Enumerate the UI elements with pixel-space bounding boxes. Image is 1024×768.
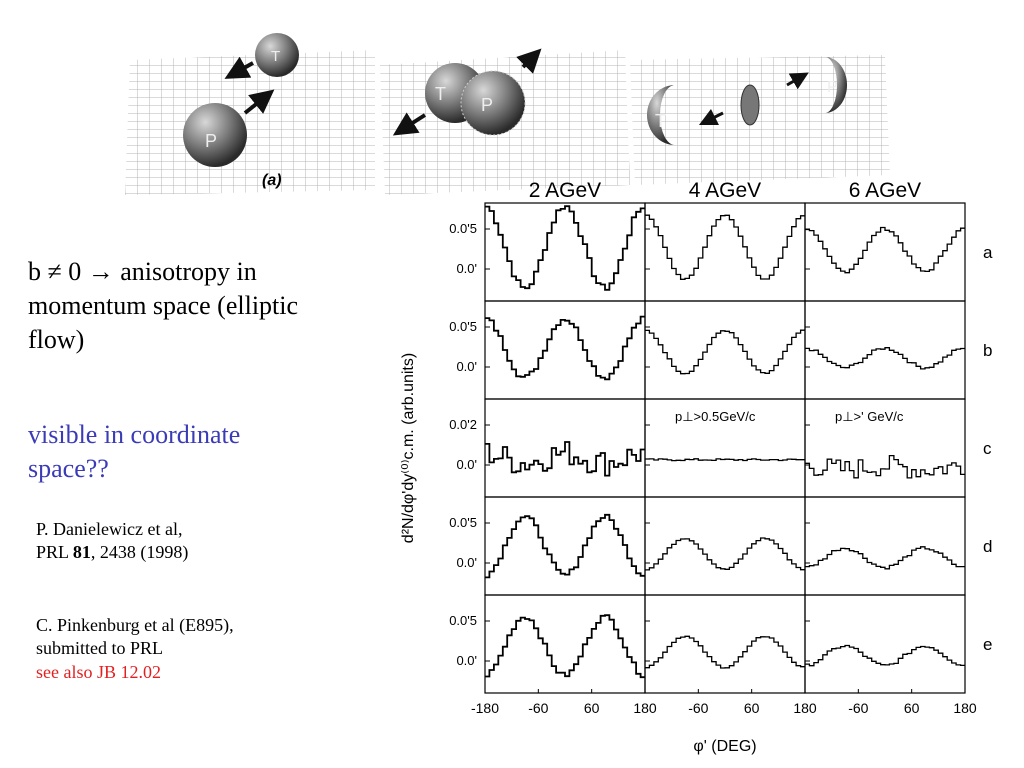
projectile-label: P (481, 95, 493, 115)
y-axis-label: d²N/dφ'dy⁽⁰⁾c.m. (arb.units) (400, 353, 417, 543)
participant-zone (740, 84, 760, 126)
projectile-label: P (827, 79, 838, 96)
volume-number: 81 (72, 542, 91, 563)
column-header: 2 AGeV (529, 179, 601, 202)
target-label: T (271, 48, 280, 65)
histogram-series (485, 441, 645, 477)
row-label: a (983, 243, 993, 262)
row-label: c (983, 439, 992, 458)
target-fragment (647, 85, 675, 145)
histogram-series (805, 226, 965, 274)
grid-plane-1 (125, 50, 375, 195)
statement-line: momentum space (elliptic (28, 290, 299, 320)
x-tick-label: -60 (848, 700, 868, 716)
reference-danielewicz: P. Danielewicz et al, PRL 81, 2438 (1998… (36, 518, 188, 565)
arrow-icon (786, 72, 809, 90)
statement-line: b ≠ 0 → anisotropy in (28, 257, 257, 286)
panel-frame (644, 202, 806, 302)
target-sphere (255, 33, 299, 77)
y-tick-label: 0.0'5 (449, 515, 477, 530)
x-tick-label: 180 (633, 700, 657, 716)
panel-frame (484, 594, 646, 694)
target-label: T (435, 84, 446, 104)
column-header: 6 AGeV (849, 179, 921, 202)
question-line: space?? (28, 453, 109, 483)
panel-frame (804, 300, 966, 400)
panel-frame (804, 496, 966, 596)
target-label: T (655, 111, 666, 131)
panel-annotation: p⊥>' GeV/c (835, 409, 904, 424)
question-text: visible in coordinate space?? (28, 418, 358, 486)
x-tick-label: 60 (584, 700, 600, 716)
y-tick-label: 0.0'5 (449, 221, 477, 236)
reference-line: P. Danielewicz et al, (36, 519, 183, 539)
question-line: visible in coordinate (28, 420, 241, 449)
histogram-series (645, 635, 805, 669)
panel-frame (644, 496, 806, 596)
page-year: , 2438 (1998) (90, 542, 189, 563)
panel-frame (484, 300, 646, 400)
x-tick-label: 60 (744, 700, 760, 716)
x-tick-label: 60 (904, 700, 920, 716)
y-tick-label: 0.0'5 (449, 319, 477, 334)
histogram-series (645, 458, 805, 462)
illustration-caption: (a) (262, 172, 282, 189)
projectile-label: P (205, 131, 217, 151)
statement-line: flow) (28, 324, 85, 354)
arrow-icon (392, 112, 427, 136)
arrow-icon (516, 48, 542, 74)
panel-frame (484, 496, 646, 596)
histogram-series (805, 454, 965, 479)
projectile-sphere (460, 70, 526, 136)
panel-frame (644, 300, 806, 400)
histogram-series (485, 315, 645, 381)
panel-frame (484, 202, 646, 302)
reference-line: PRL 81, 2438 (1998) (36, 541, 188, 564)
flow-chart: 2 AGeV 4 AGeV 6 AGeV a 0.0'5 0.0' b 0.0'5 0.0' c 0… (400, 179, 993, 755)
y-tick-label: 0.0'2 (449, 417, 477, 432)
x-tick-label: 180 (953, 700, 977, 716)
x-tick-label: -60 (528, 700, 548, 716)
x-tick-label: -60 (688, 700, 708, 716)
arrow-icon (243, 89, 275, 115)
arrow-icon (698, 108, 724, 126)
x-tick-label: 180 (793, 700, 817, 716)
projectile-sphere (183, 103, 247, 167)
see-also-note: see also JB 12.02 (36, 661, 161, 682)
histogram-series (645, 329, 805, 375)
reference-line: submitted to PRL (36, 638, 164, 659)
reference-line: C. Pinkenburg et al (E895), (36, 615, 234, 635)
histogram-series (485, 513, 645, 579)
statement-text: b ≠ 0 → anisotropy in momentum space (el… (28, 255, 398, 356)
y-tick-label: 0.0' (456, 261, 477, 276)
arrow-icon (224, 56, 254, 79)
y-tick-label: 0.0' (456, 653, 477, 668)
x-axis-label: φ' (DEG) (693, 738, 756, 755)
row-label: d (983, 537, 992, 556)
histogram-series (645, 214, 805, 280)
projectile-fragment (825, 57, 847, 113)
column-header: 4 AGeV (689, 179, 761, 202)
grid-plane-3 (630, 55, 890, 185)
y-tick-label: 0.0'5 (449, 613, 477, 628)
histogram-series (805, 546, 965, 570)
row-label: e (983, 635, 992, 654)
y-tick-label: 0.0' (456, 555, 477, 570)
panel-frame (644, 594, 806, 694)
panel-frame (804, 594, 966, 694)
histogram-series (805, 644, 965, 667)
histogram-series (645, 537, 805, 571)
histogram-series (805, 347, 965, 370)
x-tick-label: -180 (471, 700, 499, 716)
histogram-series (485, 614, 645, 679)
y-tick-label: 0.0' (456, 359, 477, 374)
reference-pinkenburg: C. Pinkenburg et al (E895), submitted to… (36, 614, 234, 684)
row-label: b (983, 341, 992, 360)
y-tick-label: 0.0' (456, 457, 477, 472)
journal-name: PRL (36, 542, 73, 563)
panel-frame (804, 202, 966, 302)
panel-annotation: p⊥>0.5GeV/c (675, 409, 756, 424)
histogram-series (485, 205, 645, 291)
collision-illustration: T P T P T P (125, 33, 890, 195)
